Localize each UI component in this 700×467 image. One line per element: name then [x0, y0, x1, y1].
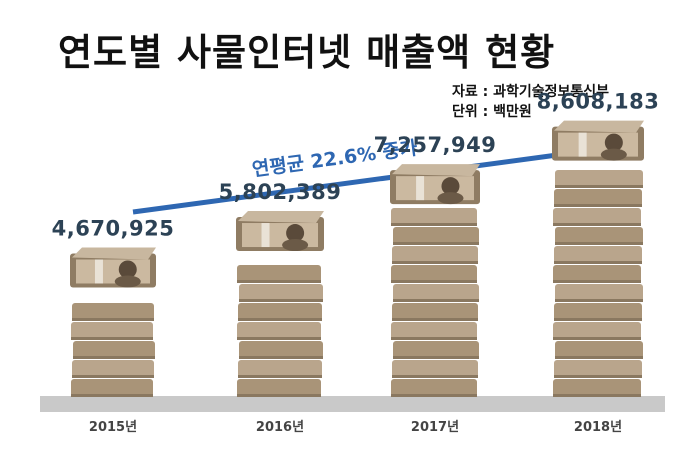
unit-line: 단위 : 백만원: [452, 104, 532, 120]
bar-group: [70, 120, 644, 397]
value-label: 7,257,949: [374, 133, 497, 157]
money-stack-bar: [390, 164, 480, 397]
source-line: 자료 : 과학기술정보통신부: [452, 84, 610, 100]
label-group: 4,670,925 2015년 5,802,389 2016년 7,257,949 201…: [52, 90, 660, 435]
category-label: 2017년: [411, 420, 459, 435]
source-note: 자료 : 과학기술정보통신부 단위 : 백만원: [452, 82, 609, 122]
money-stack-bar: [552, 120, 644, 397]
growth-arrow: [132, 153, 572, 215]
money-stack-bar: [236, 211, 324, 397]
money-stack-bar: [70, 247, 156, 397]
category-label: 2018년: [574, 420, 622, 435]
category-label: 2016년: [256, 420, 304, 435]
value-label: 4,670,925: [52, 216, 175, 240]
floor-band: [40, 396, 665, 412]
value-label: 8,608,183: [537, 90, 660, 114]
category-label: 2015년: [89, 420, 137, 435]
chart-title: 연도별 사물인터넷 매출액 현황: [58, 31, 556, 74]
value-label: 5,802,389: [219, 180, 342, 204]
